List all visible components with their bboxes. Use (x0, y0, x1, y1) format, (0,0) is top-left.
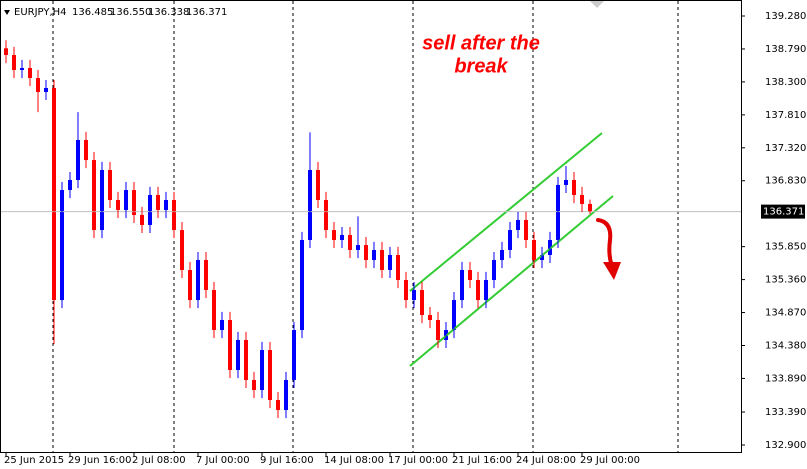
y-tick-label: 138.300 (765, 77, 806, 88)
y-tick-label: 134.380 (765, 340, 806, 351)
y-tick-label: 139.280 (765, 11, 806, 22)
x-tick-label: 17 Jul 00:00 (388, 455, 448, 466)
channel-lower (409, 195, 614, 367)
x-tick-label: 24 Jul 08:00 (516, 455, 576, 466)
x-tick-label: 29 Jul 00:00 (580, 455, 640, 466)
shift-marker (590, 1, 604, 8)
x-tick-label: 21 Jul 16:00 (452, 455, 512, 466)
x-tick-label: 29 Jun 16:00 (68, 455, 132, 466)
ohlc-high: 136.550 (110, 7, 151, 18)
annotation: break (454, 55, 508, 77)
x-tick-label: 2 Jul 08:00 (132, 455, 186, 466)
price-label-box (761, 204, 805, 219)
y-tick-label: 133.390 (765, 407, 806, 418)
x-tick-label: 25 Jun 2015 (4, 455, 64, 466)
y-tick-label: 133.890 (765, 373, 806, 384)
plot-frame (0, 0, 742, 453)
ohlc-close: 136.371 (186, 7, 227, 18)
y-tick-label: 136.830 (765, 176, 806, 187)
menu-arrow[interactable] (4, 10, 10, 15)
y-tick-label: 137.320 (765, 143, 806, 154)
price-label: 136.371 (763, 207, 804, 218)
y-tick-label: 134.870 (765, 308, 806, 319)
symbol: EURJPY,H4 (14, 7, 67, 18)
annotation: sell after the (422, 32, 540, 54)
arrow-head (603, 262, 621, 280)
x-tick-label: 14 Jul 08:00 (324, 455, 384, 466)
x-tick-label: 7 Jul 00:00 (196, 455, 250, 466)
ohlc-low: 136.338 (148, 7, 189, 18)
y-tick-label: 135.850 (765, 242, 806, 253)
y-tick-label: 137.810 (765, 110, 806, 121)
y-tick-label: 135.360 (765, 275, 806, 286)
arrow-shaft (596, 218, 614, 268)
ohlc-open: 136.485 (72, 7, 113, 18)
y-tick-label: 132.900 (765, 440, 806, 451)
x-tick-label: 9 Jul 16:00 (260, 455, 314, 466)
y-tick-label: 138.790 (765, 44, 806, 55)
